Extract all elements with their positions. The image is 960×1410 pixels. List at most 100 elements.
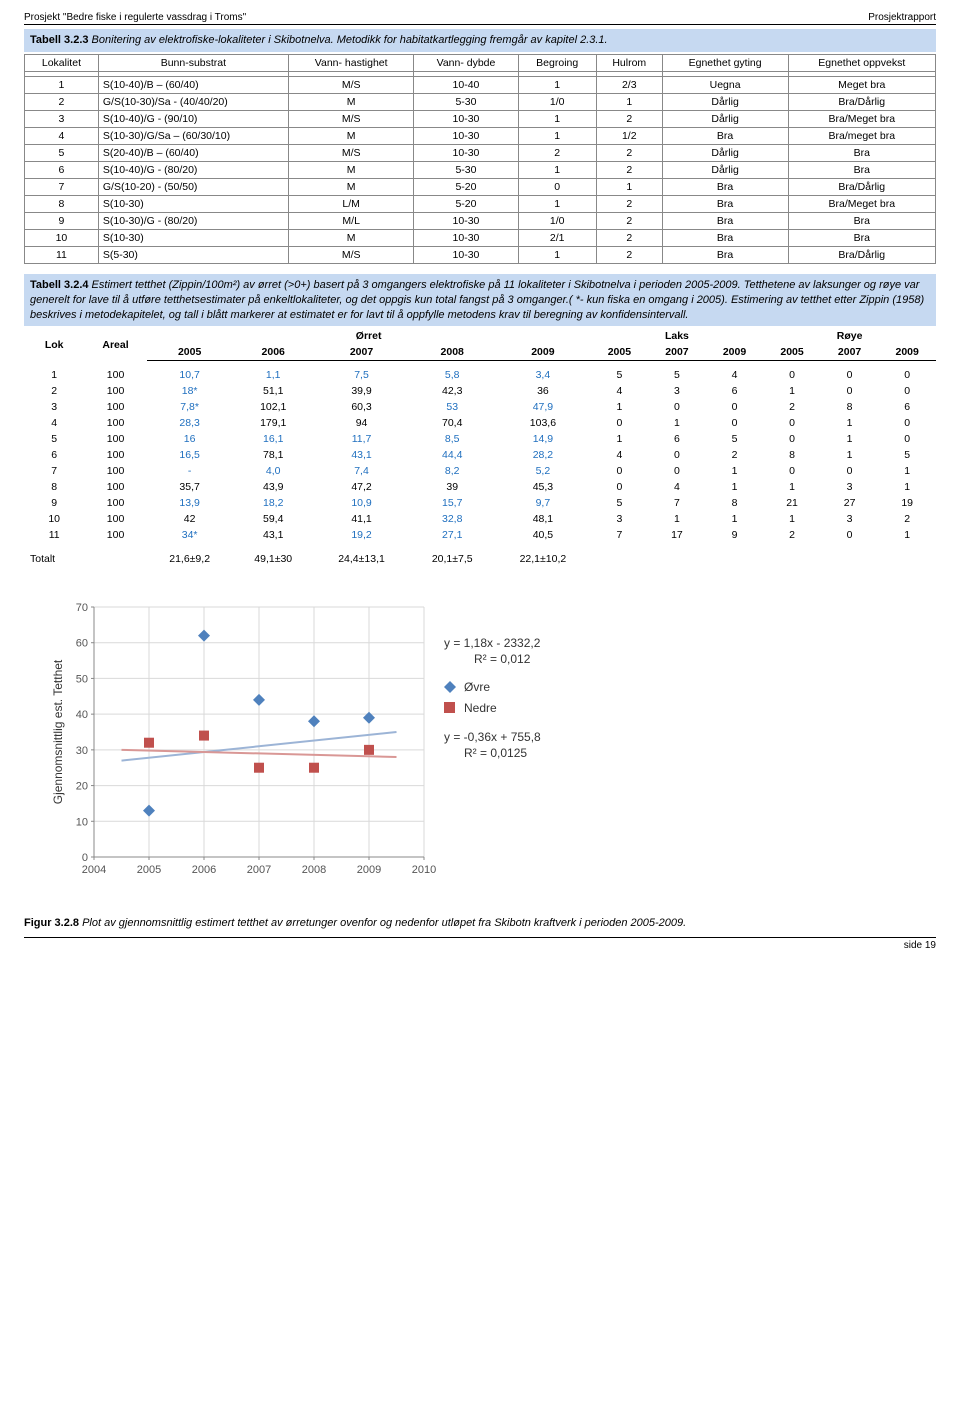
cell: 8 bbox=[706, 495, 764, 511]
cell: 2 bbox=[596, 195, 662, 212]
cell: 28,3 bbox=[147, 415, 233, 431]
cell: 6 bbox=[706, 383, 764, 399]
th-r07: 2007 bbox=[821, 344, 879, 361]
th-gyting: Egnethet gyting bbox=[662, 54, 788, 71]
cell: 5-20 bbox=[414, 195, 518, 212]
cell: 0 bbox=[518, 178, 596, 195]
svg-text:20: 20 bbox=[76, 780, 88, 792]
cell: 8 bbox=[25, 195, 99, 212]
svg-text:70: 70 bbox=[76, 602, 88, 614]
page-header: Prosjekt "Bedre fiske i regulerte vassdr… bbox=[24, 12, 936, 25]
cell: 2 bbox=[763, 527, 821, 543]
cell: 6 bbox=[24, 447, 84, 463]
cell: 5-30 bbox=[414, 93, 518, 110]
cell: 3,4 bbox=[495, 367, 590, 383]
cell: 179,1 bbox=[233, 415, 314, 431]
table-row: 11S(5-30)M/S10-3012BraBra/Dårlig bbox=[25, 246, 936, 263]
cell: M bbox=[288, 229, 414, 246]
svg-text:R² = 0,012: R² = 0,012 bbox=[474, 652, 531, 666]
cell: 0 bbox=[706, 415, 764, 431]
cell: 42,3 bbox=[409, 383, 495, 399]
cell: 2 bbox=[596, 246, 662, 263]
cell: 100 bbox=[84, 431, 146, 447]
cell: 39 bbox=[409, 479, 495, 495]
cell: 59,4 bbox=[233, 511, 314, 527]
svg-text:50: 50 bbox=[76, 673, 88, 685]
cell: 10,9 bbox=[314, 495, 409, 511]
cell: 9 bbox=[706, 527, 764, 543]
cell: 0 bbox=[648, 463, 706, 479]
cell: 47,2 bbox=[314, 479, 409, 495]
svg-text:R² = 0,0125: R² = 0,0125 bbox=[464, 746, 527, 760]
cell: 4 bbox=[706, 367, 764, 383]
cell: 1,1 bbox=[233, 367, 314, 383]
cell: 39,9 bbox=[314, 383, 409, 399]
cell: S(20-40)/B – (60/40) bbox=[98, 144, 288, 161]
cell: Dårlig bbox=[662, 144, 788, 161]
cell: 16 bbox=[147, 431, 233, 447]
cell: 5 bbox=[706, 431, 764, 447]
cell: 16,5 bbox=[147, 447, 233, 463]
cell: 19,2 bbox=[314, 527, 409, 543]
cell: 7,8* bbox=[147, 399, 233, 415]
cell: 1/0 bbox=[518, 93, 596, 110]
page-footer: side 19 bbox=[24, 937, 936, 951]
cell: Bra bbox=[662, 195, 788, 212]
cell: S(10-30)/G - (80/20) bbox=[98, 212, 288, 229]
cell: 11 bbox=[24, 527, 84, 543]
cell: 1 bbox=[596, 93, 662, 110]
cell: 0 bbox=[648, 447, 706, 463]
cell: M/S bbox=[288, 110, 414, 127]
cell: 1 bbox=[763, 479, 821, 495]
cell: 13,9 bbox=[147, 495, 233, 511]
cell: 10-30 bbox=[414, 110, 518, 127]
cell: 17 bbox=[648, 527, 706, 543]
cell: 2 bbox=[25, 93, 99, 110]
cell: 3 bbox=[821, 511, 879, 527]
svg-text:Øvre: Øvre bbox=[464, 680, 490, 694]
cell: 0 bbox=[763, 431, 821, 447]
cell: 1 bbox=[821, 447, 879, 463]
cell: 1/0 bbox=[518, 212, 596, 229]
svg-text:Gjennomsnittlig est. Tetthet: Gjennomsnittlig est. Tetthet bbox=[51, 659, 65, 804]
cell: 1 bbox=[706, 511, 764, 527]
svg-text:0: 0 bbox=[82, 852, 88, 864]
cell: 0 bbox=[821, 527, 879, 543]
table-row: 31007,8*102,160,35347,9100286 bbox=[24, 399, 936, 415]
cell: 9,7 bbox=[495, 495, 590, 511]
table-row: 4S(10-30)/G/Sa – (60/30/10)M10-3011/2Bra… bbox=[25, 127, 936, 144]
cell: 8,5 bbox=[409, 431, 495, 447]
cell: 45,3 bbox=[495, 479, 590, 495]
cell: S(10-30) bbox=[98, 229, 288, 246]
cell: 0 bbox=[591, 415, 649, 431]
table-row: 210018*51,139,942,336436100 bbox=[24, 383, 936, 399]
cell: 1 bbox=[763, 511, 821, 527]
cell: 11 bbox=[25, 246, 99, 263]
cell: 0 bbox=[878, 383, 936, 399]
cell: 18,2 bbox=[233, 495, 314, 511]
table-row: 910013,918,210,915,79,7578212719 bbox=[24, 495, 936, 511]
cell: S(10-40)/B – (60/40) bbox=[98, 76, 288, 93]
cell: Bra/meget bra bbox=[788, 127, 935, 144]
cell: 6 bbox=[648, 431, 706, 447]
cell: 5 bbox=[878, 447, 936, 463]
cell: 2 bbox=[596, 229, 662, 246]
table-row: 2G/S(10-30)/Sa - (40/40/20)M5-301/01Dårl… bbox=[25, 93, 936, 110]
cell: Dårlig bbox=[662, 110, 788, 127]
table1: Lokalitet Bunn-substrat Vann- hastighet … bbox=[24, 54, 936, 264]
table2: Lok Areal Ørret Laks Røye 2005 2006 2007… bbox=[24, 328, 936, 567]
cell: 5 bbox=[24, 431, 84, 447]
cell: 1 bbox=[518, 246, 596, 263]
cell: 103,6 bbox=[495, 415, 590, 431]
cell: 100 bbox=[84, 399, 146, 415]
svg-text:y = -0,36x + 755,8: y = -0,36x + 755,8 bbox=[444, 730, 541, 744]
cell: 36 bbox=[495, 383, 590, 399]
total-label: Totalt bbox=[24, 543, 84, 567]
figure-caption: Figur 3.2.8 Plot av gjennomsnittlig esti… bbox=[24, 917, 936, 929]
table-row: 9S(10-30)/G - (80/20)M/L10-301/02BraBra bbox=[25, 212, 936, 229]
cell: 1 bbox=[518, 161, 596, 178]
table1-caption: Tabell 3.2.3 Bonitering av elektrofiske-… bbox=[24, 29, 936, 52]
cell: 78,1 bbox=[233, 447, 314, 463]
cell: 0 bbox=[878, 367, 936, 383]
cell: 3 bbox=[821, 479, 879, 495]
